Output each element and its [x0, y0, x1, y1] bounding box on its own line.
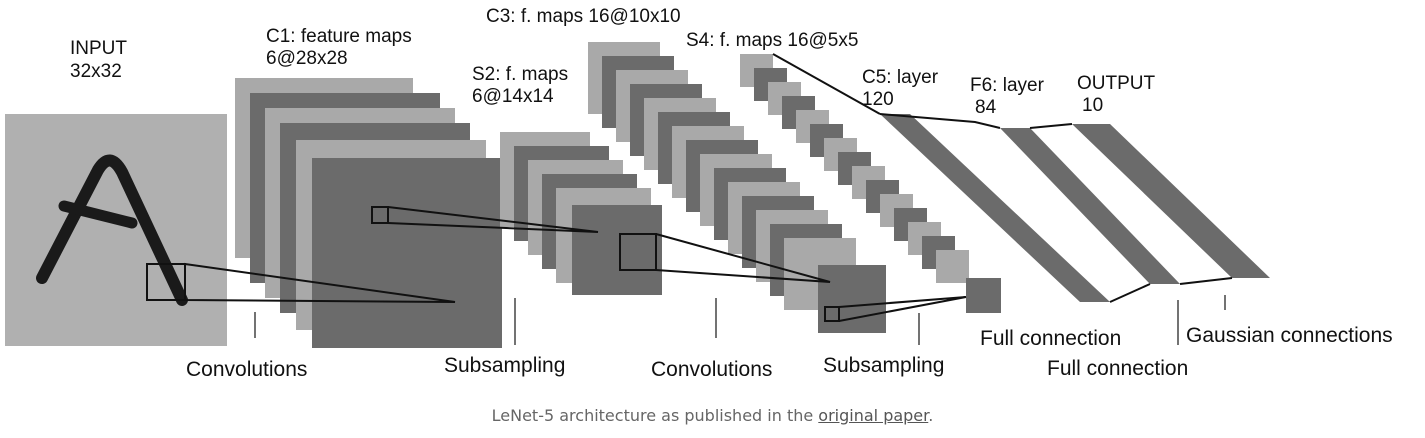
original-paper-link[interactable]: original paper	[818, 406, 929, 425]
c3-feature-maps	[588, 42, 886, 333]
c5-label: C5: layer	[862, 67, 939, 88]
f6-layer	[1000, 128, 1180, 284]
output-layer	[1072, 124, 1270, 278]
s2-label: S2: f. maps	[472, 64, 568, 85]
operation-ticks	[254, 295, 1226, 345]
s2-feature-maps	[500, 132, 662, 295]
input-label: INPUT	[70, 38, 127, 59]
op-convolutions-1: Convolutions	[186, 358, 307, 381]
figure-caption: LeNet-5 architecture as published in the…	[0, 406, 1425, 425]
letter-a-glyph	[36, 154, 188, 306]
caption-period: .	[928, 406, 934, 425]
output-size-label: 10	[1082, 95, 1103, 116]
c1-feature-maps	[235, 78, 502, 348]
s2-size-label: 6@14x14	[472, 86, 554, 107]
op-subsampling-2: Subsampling	[823, 354, 944, 377]
op-full-connection-1: Full connection	[980, 327, 1121, 350]
s4-feature-maps	[740, 54, 1001, 313]
output-label: OUTPUT	[1077, 73, 1156, 94]
caption-text: LeNet-5 architecture as published in the	[491, 406, 819, 425]
c5-size-label: 120	[862, 89, 894, 110]
fully-connected-layers	[879, 113, 1270, 303]
s4-label: S4: f. maps 16@5x5	[686, 30, 858, 51]
op-full-connection-2: Full connection	[1047, 357, 1188, 380]
input-size-label: 32x32	[70, 61, 122, 82]
f6-size-label: 84	[975, 97, 997, 118]
op-subsampling-1: Subsampling	[444, 354, 565, 377]
f6-label: F6: layer	[970, 75, 1045, 96]
c1-size-label: 6@28x28	[266, 48, 348, 69]
op-convolutions-2: Convolutions	[651, 358, 772, 381]
c1-label: C1: feature maps	[266, 26, 412, 47]
c3-label: C3: f. maps 16@10x10	[486, 6, 681, 27]
c5-layer	[880, 114, 1110, 302]
input-block	[5, 114, 227, 346]
op-gaussian-connections: Gaussian connections	[1186, 324, 1393, 347]
convolution-projections	[184, 53, 967, 322]
